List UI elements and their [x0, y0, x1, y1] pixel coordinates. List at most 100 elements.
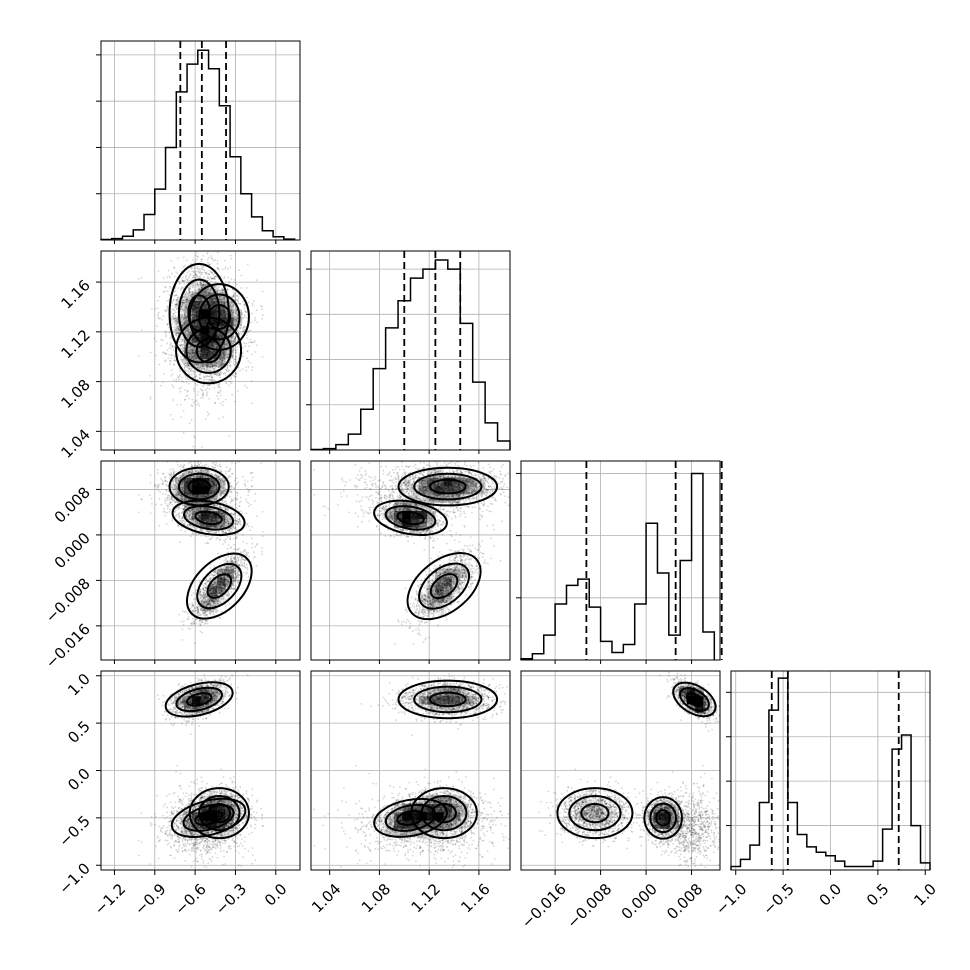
sample-point — [206, 364, 209, 367]
sample-point — [191, 405, 194, 408]
sample-point — [215, 313, 218, 316]
sample-point — [217, 392, 220, 395]
sample-point — [202, 347, 205, 350]
sample-point — [196, 291, 199, 293]
sample-point — [175, 294, 178, 297]
sample-point — [222, 330, 225, 332]
sample-point — [216, 362, 219, 364]
sample-point — [165, 334, 168, 336]
sample-point — [222, 325, 224, 327]
sample-point — [188, 294, 191, 297]
sample-point — [233, 360, 235, 363]
sample-point — [210, 330, 213, 333]
sample-point — [196, 315, 199, 317]
sample-point — [183, 280, 185, 283]
sample-point — [221, 352, 224, 354]
sample-point — [211, 365, 214, 367]
sample-point — [220, 334, 223, 337]
sample-point — [221, 363, 224, 366]
sample-point — [199, 355, 202, 357]
sample-point — [218, 336, 220, 338]
sample-point — [206, 375, 209, 378]
sample-point — [200, 353, 202, 355]
sample-point — [195, 326, 198, 328]
sample-point — [202, 337, 205, 339]
sample-point — [188, 355, 191, 358]
sample-point — [198, 303, 201, 305]
sample-point — [174, 323, 177, 326]
sample-point — [208, 378, 211, 381]
sample-point — [207, 329, 210, 332]
sample-point — [223, 323, 226, 326]
sample-point — [201, 350, 203, 353]
sample-point — [223, 354, 226, 357]
sample-point — [204, 291, 207, 293]
sample-point — [211, 353, 214, 356]
sample-point — [200, 350, 203, 353]
sample-point — [212, 345, 214, 348]
sample-point — [194, 305, 196, 308]
density-cell — [208, 292, 218, 302]
sample-point — [192, 322, 194, 325]
density-cell — [192, 300, 201, 310]
sample-point — [192, 313, 194, 316]
sample-point — [218, 374, 221, 376]
sample-point — [183, 322, 186, 325]
sample-point — [180, 317, 183, 320]
sample-point — [194, 339, 197, 342]
sample-point — [201, 308, 204, 311]
density-cell — [233, 309, 243, 318]
sample-point — [168, 354, 171, 356]
sample-point — [237, 390, 239, 392]
sample-point — [220, 360, 223, 363]
sample-point — [225, 352, 227, 354]
sample-point — [191, 290, 194, 293]
sample-point — [167, 269, 170, 272]
sample-point — [189, 355, 192, 358]
sample-point — [201, 389, 204, 392]
sample-point — [189, 331, 191, 334]
sample-point — [203, 293, 206, 296]
sample-point — [190, 313, 193, 316]
sample-point — [181, 358, 184, 361]
sample-point — [191, 270, 194, 273]
sample-point — [181, 301, 184, 304]
sample-point — [184, 332, 187, 335]
histogram-steps-0 — [100, 49, 296, 241]
sample-point — [201, 319, 204, 322]
sample-point — [173, 332, 176, 334]
sample-point — [230, 257, 233, 260]
sample-point — [182, 321, 185, 323]
sample-point — [185, 311, 187, 314]
sample-point — [204, 335, 206, 338]
sample-point — [211, 340, 214, 343]
sample-point — [183, 363, 185, 366]
sample-point — [201, 309, 204, 311]
sample-point — [218, 334, 220, 337]
sample-point — [220, 360, 223, 363]
sample-point — [209, 350, 211, 353]
sample-point — [208, 384, 211, 386]
sample-point — [195, 357, 197, 359]
sample-point — [191, 338, 194, 340]
sample-point — [232, 355, 235, 358]
sample-point — [181, 338, 183, 341]
sample-point — [191, 338, 194, 341]
sample-point — [184, 299, 186, 302]
sample-point — [202, 354, 205, 357]
sample-point — [225, 343, 228, 346]
sample-point — [216, 260, 219, 262]
sample-point — [200, 336, 203, 338]
sample-point — [221, 350, 223, 353]
sample-point — [200, 273, 203, 276]
sample-point — [212, 342, 215, 344]
sample-point — [212, 352, 214, 354]
sample-point — [202, 351, 205, 353]
sample-point — [171, 346, 174, 348]
sample-point — [222, 346, 225, 348]
sample-point — [200, 284, 203, 286]
sample-point — [193, 352, 196, 354]
sample-point — [208, 299, 211, 301]
sample-point — [246, 357, 249, 360]
sample-point — [186, 376, 189, 379]
